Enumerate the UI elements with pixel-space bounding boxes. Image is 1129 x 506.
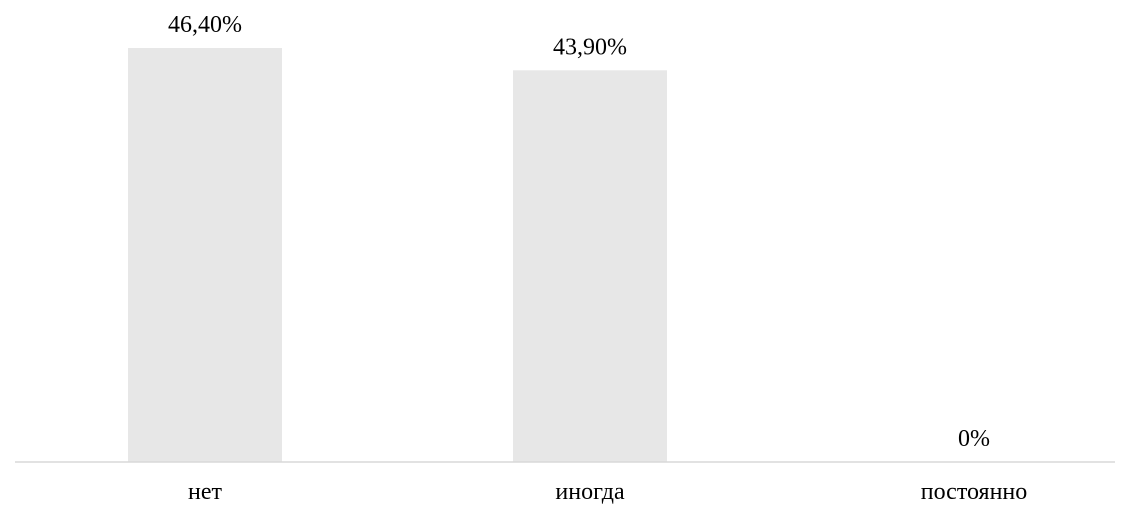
category-labels-group: нет иногда постоянно <box>188 479 1027 505</box>
bar-0 <box>128 48 282 462</box>
data-labels-group: 46,40% 43,90% 0% <box>168 12 990 452</box>
data-label-2: 0% <box>958 426 990 452</box>
bar-1 <box>513 70 667 463</box>
data-label-1: 43,90% <box>553 34 627 60</box>
bars-group <box>128 48 667 463</box>
category-label-1: иногда <box>555 479 625 505</box>
category-label-2: постоянно <box>921 479 1028 505</box>
category-label-0: нет <box>188 479 222 505</box>
data-label-0: 46,40% <box>168 12 242 38</box>
